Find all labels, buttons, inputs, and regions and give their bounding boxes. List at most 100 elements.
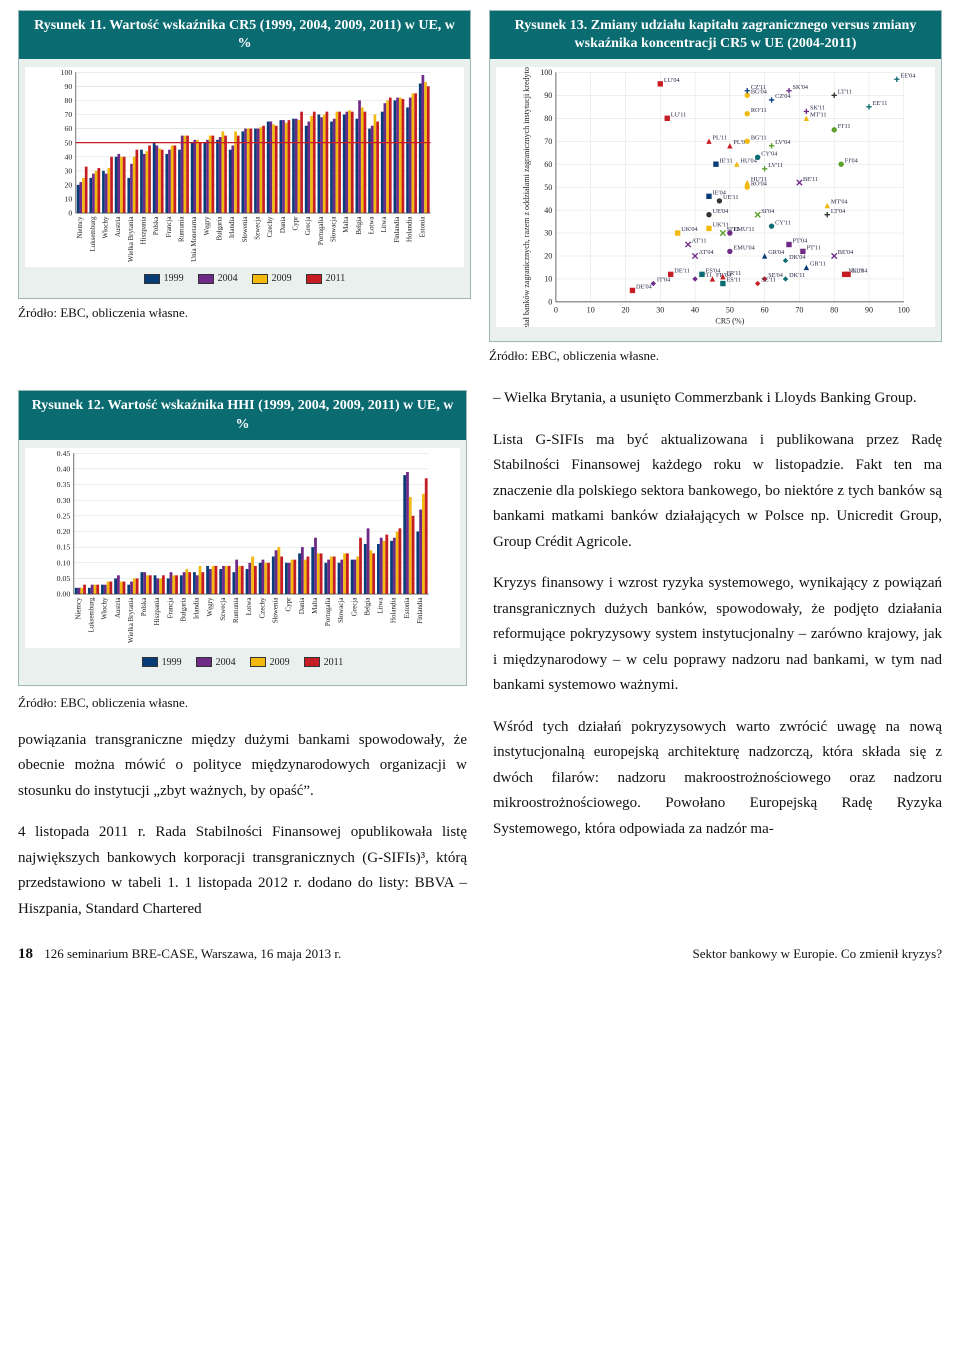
svg-text:Holandia: Holandia bbox=[390, 597, 398, 622]
body-left-p1: powiązania transgraniczne między dużymi … bbox=[18, 728, 467, 805]
svg-text:Finlandia: Finlandia bbox=[416, 597, 424, 623]
svg-text:Niemcy: Niemcy bbox=[76, 216, 84, 238]
svg-text:ES'11: ES'11 bbox=[726, 277, 740, 284]
svg-text:UE'11: UE'11 bbox=[723, 194, 739, 201]
svg-text:Szwecja: Szwecja bbox=[219, 597, 227, 620]
svg-text:10: 10 bbox=[587, 306, 595, 315]
right-column: – Wielka Brytania, a usunięto Commerzban… bbox=[493, 390, 942, 938]
svg-text:AT'04: AT'04 bbox=[699, 250, 715, 257]
svg-text:UE'04: UE'04 bbox=[713, 208, 730, 215]
svg-text:40: 40 bbox=[65, 153, 73, 162]
svg-text:Luksemburg: Luksemburg bbox=[89, 216, 97, 251]
svg-text:ES'04: ES'04 bbox=[706, 268, 722, 275]
svg-text:Belgia: Belgia bbox=[355, 217, 363, 235]
svg-text:Dania: Dania bbox=[298, 597, 306, 614]
figure-11-source: Źródło: EBC, obliczenia własne. bbox=[18, 305, 471, 321]
svg-text:Włochy: Włochy bbox=[101, 216, 109, 238]
figure-12-legend: 1999200420092011 bbox=[25, 654, 460, 671]
svg-text:CY'11: CY'11 bbox=[775, 220, 791, 227]
svg-text:Włochy: Włochy bbox=[101, 597, 109, 619]
svg-text:SI'11: SI'11 bbox=[726, 227, 739, 234]
svg-text:Grecja: Grecja bbox=[350, 597, 358, 616]
svg-text:Słowacja: Słowacja bbox=[337, 597, 345, 622]
svg-text:30: 30 bbox=[656, 306, 664, 315]
body-right-p2: Lista G-SIFIs ma być aktualizowana i pub… bbox=[493, 428, 942, 556]
svg-text:DK'04: DK'04 bbox=[789, 254, 806, 261]
svg-text:0.15: 0.15 bbox=[57, 542, 71, 551]
svg-text:10: 10 bbox=[65, 195, 73, 204]
figure-13-chart: 0102030405060708090100010203040506070809… bbox=[496, 67, 935, 327]
svg-text:Rumunia: Rumunia bbox=[232, 597, 240, 622]
svg-text:0: 0 bbox=[554, 306, 558, 315]
svg-text:70: 70 bbox=[544, 137, 552, 146]
svg-text:Portugalia: Portugalia bbox=[317, 217, 325, 246]
figure-11-legend: 1999200420092011 bbox=[25, 273, 464, 284]
figure-11-chart: 0102030405060708090100NiemcyLuksemburgWł… bbox=[25, 67, 464, 267]
svg-text:Czechy: Czechy bbox=[266, 216, 274, 237]
body-left-p2: 4 listopada 2011 r. Rada Stabilności Fin… bbox=[18, 820, 467, 922]
svg-text:LT'11: LT'11 bbox=[838, 89, 852, 96]
svg-text:100: 100 bbox=[540, 68, 552, 77]
page-number: 18 bbox=[18, 946, 33, 962]
figure-11-panel: Rysunek 11. Wartość wskaźnika CR5 (1999,… bbox=[18, 10, 471, 299]
svg-text:80: 80 bbox=[65, 96, 73, 105]
svg-text:FI'11: FI'11 bbox=[838, 123, 851, 130]
svg-text:Grecja: Grecja bbox=[304, 217, 312, 236]
svg-text:40: 40 bbox=[691, 306, 699, 315]
svg-text:PL'11: PL'11 bbox=[713, 135, 727, 142]
svg-text:Wielka Brytania: Wielka Brytania bbox=[127, 597, 135, 642]
svg-text:BE'04: BE'04 bbox=[838, 250, 854, 257]
svg-text:70: 70 bbox=[65, 110, 73, 119]
svg-text:FI'04: FI'04 bbox=[845, 158, 859, 165]
svg-text:Portugalia: Portugalia bbox=[324, 597, 332, 626]
svg-text:CY'04: CY'04 bbox=[761, 151, 778, 158]
svg-text:Polska: Polska bbox=[140, 597, 148, 616]
svg-text:Łotwa: Łotwa bbox=[368, 217, 376, 235]
svg-text:0.40: 0.40 bbox=[57, 464, 71, 473]
svg-text:SI'04: SI'04 bbox=[761, 208, 775, 215]
svg-text:PT'04: PT'04 bbox=[793, 238, 809, 245]
svg-text:Cypr: Cypr bbox=[285, 597, 293, 612]
footer-left: 126 seminarium BRE-CASE, Warszawa, 16 ma… bbox=[44, 946, 341, 961]
svg-text:Francja: Francja bbox=[165, 217, 173, 238]
svg-text:Polska: Polska bbox=[152, 217, 160, 236]
svg-text:BG'11: BG'11 bbox=[751, 135, 767, 142]
page-footer: 18 126 seminarium BRE-CASE, Warszawa, 16… bbox=[18, 946, 942, 963]
svg-text:EE'04: EE'04 bbox=[900, 73, 916, 80]
svg-text:LV'04: LV'04 bbox=[775, 139, 791, 146]
svg-text:Słowenia: Słowenia bbox=[271, 597, 279, 623]
svg-text:Luksemburg: Luksemburg bbox=[88, 597, 96, 632]
svg-text:Hiszpania: Hiszpania bbox=[139, 217, 147, 245]
figure-12-source: Źródło: EBC, obliczenia własne. bbox=[18, 692, 467, 714]
svg-text:Francja: Francja bbox=[166, 597, 174, 618]
svg-text:20: 20 bbox=[621, 306, 629, 315]
svg-text:20: 20 bbox=[544, 252, 552, 261]
svg-text:UK'04: UK'04 bbox=[681, 227, 698, 234]
svg-text:Malta: Malta bbox=[342, 217, 350, 233]
svg-text:Litwa: Litwa bbox=[377, 597, 385, 613]
svg-text:DE'11: DE'11 bbox=[674, 268, 690, 275]
svg-text:Austria: Austria bbox=[114, 597, 122, 617]
svg-text:Bułgaria: Bułgaria bbox=[216, 217, 224, 241]
svg-text:Słowenia: Słowenia bbox=[241, 217, 249, 243]
svg-text:SK'04: SK'04 bbox=[793, 84, 809, 91]
svg-text:Finlandia: Finlandia bbox=[393, 217, 401, 243]
svg-text:80: 80 bbox=[830, 306, 838, 315]
svg-text:50: 50 bbox=[726, 306, 734, 315]
svg-text:Bułgaria: Bułgaria bbox=[179, 597, 187, 621]
svg-text:IT'04: IT'04 bbox=[657, 277, 671, 284]
svg-text:Belgia: Belgia bbox=[363, 597, 371, 615]
svg-text:Estonia: Estonia bbox=[418, 217, 426, 238]
svg-text:60: 60 bbox=[65, 125, 73, 134]
svg-text:0.10: 0.10 bbox=[57, 558, 71, 567]
svg-text:RO'04: RO'04 bbox=[751, 181, 768, 188]
body-right-p3: Kryzys finansowy i wzrost ryzyka systemo… bbox=[493, 571, 942, 699]
footer-right: Sektor bankowy w Europie. Co zmienił kry… bbox=[693, 946, 942, 962]
svg-text:EE'11: EE'11 bbox=[873, 100, 888, 107]
svg-text:DE'04: DE'04 bbox=[636, 284, 653, 291]
svg-text:Cypr: Cypr bbox=[292, 216, 300, 231]
figure-12-title: Rysunek 12. Wartość wskaźnika HHI (1999,… bbox=[19, 391, 466, 439]
svg-text:SE'11: SE'11 bbox=[761, 277, 775, 284]
svg-text:Węgry: Węgry bbox=[206, 597, 214, 616]
svg-text:FR'11: FR'11 bbox=[726, 270, 741, 277]
